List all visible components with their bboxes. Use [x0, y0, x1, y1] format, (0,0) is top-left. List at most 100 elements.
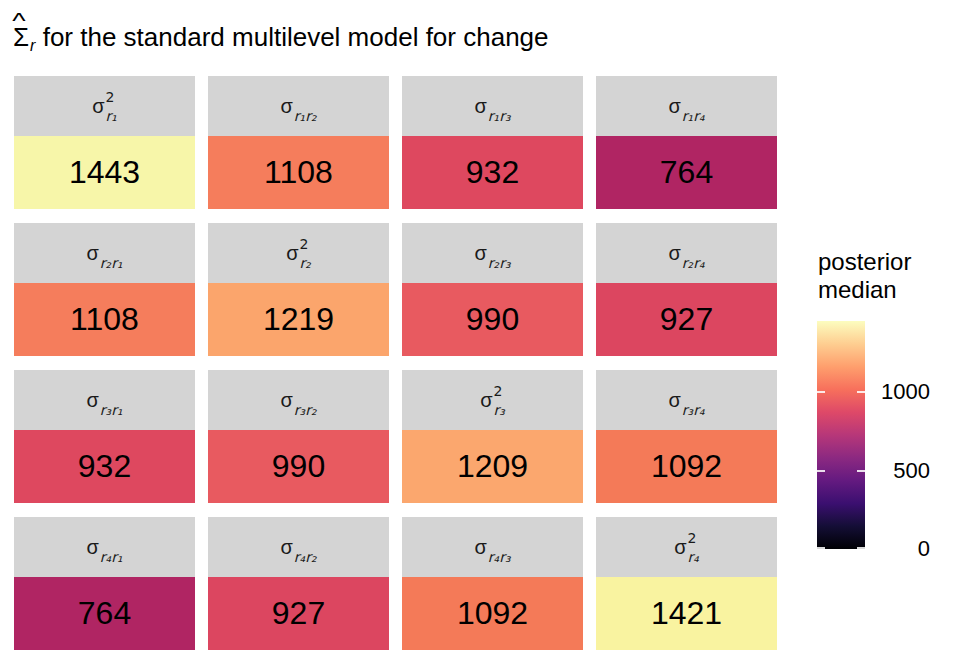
sigma-subscript: r₃ [493, 403, 504, 417]
cell-sigma-r3r1: σr₃r₁ 932 [14, 370, 195, 503]
legend-title: posterior median [818, 248, 911, 304]
cell-header: σr₂r₁ [14, 223, 195, 283]
cell-sigma-r2r1: σr₂r₁ 1108 [14, 223, 195, 356]
cell-header: σr₃r₂ [208, 370, 389, 430]
cell-sigma-r4r1: σr₄r₁ 764 [14, 517, 195, 650]
plot-canvas: ^Σr for the standard multilevel model fo… [0, 0, 960, 672]
cell-sigma2-r3: σ2 r₃ 1209 [402, 370, 583, 503]
sigma-label: σr₄r₃ [474, 531, 510, 564]
cell-sigma-r3r2: σr₃r₂ 990 [208, 370, 389, 503]
sigma-label: σ2 r₂ [286, 237, 311, 270]
cell-header: σr₄r₂ [208, 517, 389, 577]
cell-header: σr₃r₄ [596, 370, 777, 430]
cell-fill: 990 [402, 283, 583, 356]
sigma-symbol: σ [668, 243, 680, 263]
cell-value: 764 [78, 595, 131, 632]
sigma-label: σr₄r₁ [86, 531, 122, 564]
cell-value: 1092 [457, 595, 528, 632]
sigma-subscript: r₁ [105, 109, 116, 123]
sigma-label: σr₁r₂ [280, 90, 316, 123]
sigma-superscript: 2 [687, 531, 698, 545]
sigma-superscript: 2 [299, 237, 310, 251]
colorbar-tick-label: 0 [858, 538, 930, 560]
sigma-symbol: σ [92, 96, 104, 116]
cell-header: σr₁r₄ [596, 76, 777, 136]
sigma-subscript: r₂r₄ [682, 256, 705, 270]
cell-value: 927 [272, 595, 325, 632]
colorbar-tick-label: 500 [858, 460, 930, 482]
sigma-label: σ2 r₃ [480, 384, 505, 417]
cell-fill: 1443 [14, 136, 195, 209]
cell-header: σr₃r₁ [14, 370, 195, 430]
sigma-symbol: σ [86, 243, 98, 263]
cell-value: 1092 [651, 448, 722, 485]
cell-header: σr₄r₁ [14, 517, 195, 577]
cell-fill: 1421 [596, 577, 777, 650]
hat-accent: ^ [13, 8, 26, 33]
cell-sigma-r4r2: σr₄r₂ 927 [208, 517, 389, 650]
cell-value: 764 [660, 154, 713, 191]
sigma-subscript: r₃r₄ [682, 403, 705, 417]
sigma-superscript: 2 [105, 90, 116, 104]
sigma-subscript: r₂ [299, 256, 310, 270]
facet-grid: σ2r₁1443σr₁r₂1108σr₁r₃932σr₁r₄764σr₂r₁11… [14, 76, 777, 650]
cell-sigma2-r1: σ2 r₁ 1443 [14, 76, 195, 209]
sigma-symbol: σ [280, 537, 292, 557]
colorbar-tick-mark [817, 391, 825, 393]
sigma-label: σ2 r₁ [92, 90, 117, 123]
sigma-subscript: r₁r₂ [294, 109, 317, 123]
sigma-label: σr₂r₄ [668, 237, 704, 270]
cell-fill: 1209 [402, 430, 583, 503]
colorbar-tick-mark [817, 470, 825, 472]
colorbar [817, 321, 865, 549]
sigma-symbol: σ [474, 243, 486, 263]
cell-header: σr₁r₂ [208, 76, 389, 136]
legend-title-line2: median [818, 276, 911, 304]
cell-fill: 927 [596, 283, 777, 356]
cell-fill: 1108 [208, 136, 389, 209]
sigma-symbol: σ [286, 243, 298, 263]
sigma-label: σr₁r₄ [668, 90, 704, 123]
sigma-label: σ2r₄ [674, 531, 699, 564]
cell-fill: 1092 [402, 577, 583, 650]
cell-value: 932 [466, 154, 519, 191]
cell-fill: 1108 [14, 283, 195, 356]
cell-value: 1209 [457, 448, 528, 485]
cell-value: 927 [660, 301, 713, 338]
sigma-superscript: 2 [493, 384, 504, 398]
cell-sigma2-r4: σ2r₄ 1421 [596, 517, 777, 650]
cell-value: 990 [272, 448, 325, 485]
cell-header: σ2 r₃ [402, 370, 583, 430]
sigma-symbol: σ [668, 390, 680, 410]
cell-fill: 932 [402, 136, 583, 209]
cell-value: 990 [466, 301, 519, 338]
sigma-subscript: r₂r₃ [488, 256, 511, 270]
cell-sigma-r1r3: σr₁r₃ 932 [402, 76, 583, 209]
cell-sigma-r1r2: σr₁r₂ 1108 [208, 76, 389, 209]
sigma-symbol: σ [86, 390, 98, 410]
cell-value: 932 [78, 448, 131, 485]
cell-fill: 764 [14, 577, 195, 650]
cell-fill: 764 [596, 136, 777, 209]
sigma-subscript: r₃r₂ [294, 403, 317, 417]
sigma-symbol: σ [474, 96, 486, 116]
cell-value: 1443 [69, 154, 140, 191]
cell-header: σr₂r₄ [596, 223, 777, 283]
cell-fill: 932 [14, 430, 195, 503]
sigma-symbol: σ [86, 537, 98, 557]
sigma-symbol: σ [480, 390, 492, 410]
cell-fill: 1092 [596, 430, 777, 503]
cell-value: 1108 [264, 154, 333, 191]
sigma-label: σr₃r₄ [668, 384, 704, 417]
cell-sigma-r2r4: σr₂r₄ 927 [596, 223, 777, 356]
cell-fill: 1219 [208, 283, 389, 356]
cell-sigma2-r2: σ2 r₂ 1219 [208, 223, 389, 356]
sigma-subscript: r₄r₂ [294, 550, 317, 564]
colorbar-tick-mark [817, 547, 825, 549]
sigma-label: σr₃r₂ [280, 384, 316, 417]
cell-value: 1421 [651, 595, 722, 632]
cell-header: σ2r₄ [596, 517, 777, 577]
cell-value: 1108 [70, 301, 139, 338]
cell-header: σr₄r₃ [402, 517, 583, 577]
sigma-subscript: r₁r₃ [488, 109, 511, 123]
